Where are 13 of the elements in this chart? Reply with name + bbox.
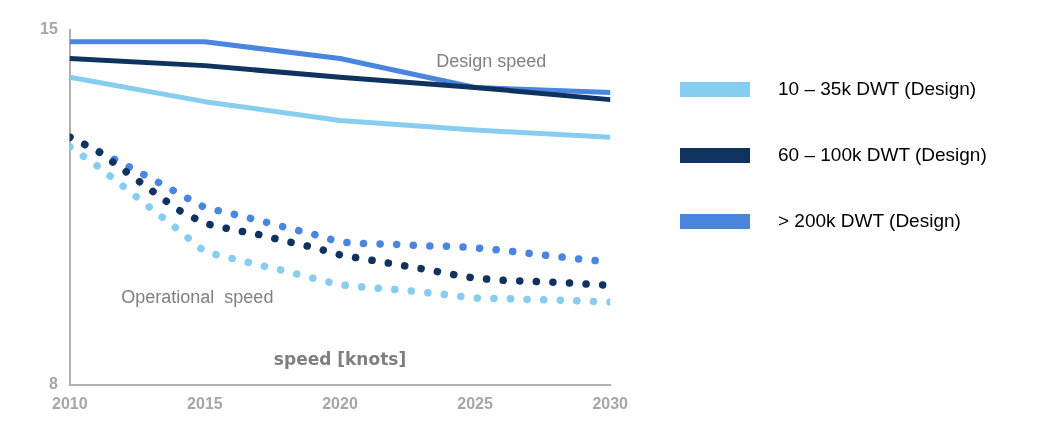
annotation: Operational speed [121,287,274,308]
legend-label: 60 – 100k DWT (Design) [778,144,987,166]
annotation: speed [knots] [273,349,407,370]
x-tick-label: 2030 [592,394,629,412]
legend-label: 10 – 35k DWT (Design) [778,78,977,100]
y-tick-label: 8 [48,375,58,393]
y-tick-label: 15 [40,20,58,38]
legend-label: > 200k DWT (Design) [778,210,961,232]
x-tick-label: 2025 [457,394,493,412]
x-tick-label: 2015 [187,394,223,412]
annotation: Design speed [436,50,547,71]
x-tick-label: 2010 [52,394,88,412]
x-tick-label: 2020 [322,394,358,412]
